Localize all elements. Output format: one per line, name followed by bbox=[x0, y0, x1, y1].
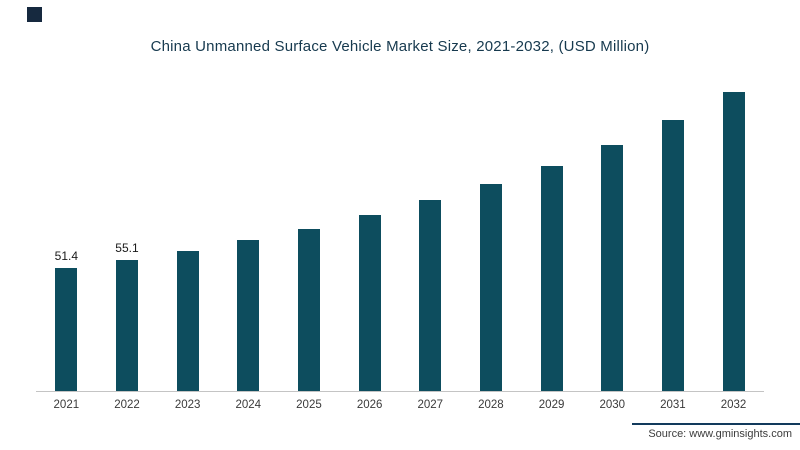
x-axis-label: 2029 bbox=[538, 399, 565, 411]
brand-logo-square bbox=[27, 7, 42, 22]
bar bbox=[601, 145, 624, 391]
bar bbox=[358, 215, 381, 391]
bar bbox=[55, 268, 78, 391]
source-attribution: Source: www.gminsights.com bbox=[648, 428, 792, 440]
x-axis-label: 2021 bbox=[53, 399, 80, 411]
bar bbox=[722, 92, 745, 391]
bar-slot bbox=[704, 82, 764, 391]
bar-slot bbox=[279, 82, 339, 391]
bar-value-label: 55.1 bbox=[115, 241, 139, 255]
bar bbox=[479, 184, 502, 391]
bar-slot: 51.4 bbox=[36, 82, 96, 391]
source-divider bbox=[632, 423, 800, 425]
x-axis-label: 2026 bbox=[356, 399, 383, 411]
bar bbox=[176, 251, 199, 391]
bar-slot bbox=[400, 82, 460, 391]
x-axis-label: 2023 bbox=[174, 399, 201, 411]
bar bbox=[661, 120, 684, 391]
bar-slot bbox=[340, 82, 400, 391]
x-axis-label: 2024 bbox=[235, 399, 262, 411]
bar bbox=[237, 240, 260, 391]
bar bbox=[115, 260, 138, 391]
x-axis-label: 2030 bbox=[599, 399, 626, 411]
bar bbox=[297, 229, 320, 391]
x-axis-label: 2028 bbox=[478, 399, 504, 411]
bar bbox=[540, 166, 563, 391]
bar-chart-plot-area: 51.4 55.1 bbox=[36, 82, 764, 392]
x-axis-label: 2032 bbox=[720, 399, 747, 411]
bar-slot bbox=[522, 82, 582, 391]
bar-slot bbox=[461, 82, 521, 391]
x-axis-label: 2025 bbox=[296, 399, 322, 411]
bar-value-label: 51.4 bbox=[54, 249, 78, 263]
bar bbox=[419, 200, 442, 391]
bar-slot: 55.1 bbox=[97, 82, 157, 391]
x-axis-label: 2022 bbox=[114, 399, 140, 411]
bar-slot bbox=[643, 82, 703, 391]
x-axis-label: 2031 bbox=[660, 399, 686, 411]
chart-title: China Unmanned Surface Vehicle Market Si… bbox=[150, 38, 650, 55]
x-axis-label: 2027 bbox=[417, 399, 444, 411]
bar-slot bbox=[158, 82, 218, 391]
x-axis: 2021 2022 2023 2024 2025 2026 2027 2028 2029 2030… bbox=[36, 399, 764, 411]
bar-slot bbox=[582, 82, 642, 391]
bar-slot bbox=[218, 82, 278, 391]
